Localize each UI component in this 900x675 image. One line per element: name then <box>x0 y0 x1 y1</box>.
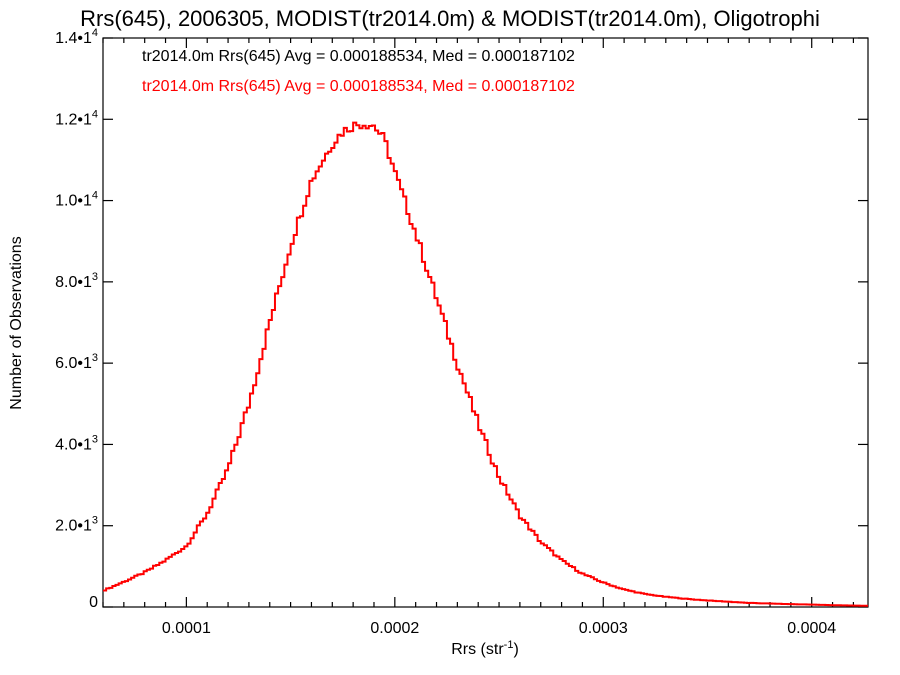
y-tick-label: 1.2•14 <box>55 108 98 128</box>
x-tick-label: 0.0004 <box>787 620 836 637</box>
chart-title: Rrs(645), 2006305, MODIST(tr2014.0m) & M… <box>80 6 820 31</box>
y-tick-label: 6.0•13 <box>55 352 98 372</box>
y-axis: 0 2.0•13 4.0•13 6.0•13 8.0•13 1.0•14 1.2•14 1.4… <box>55 27 868 611</box>
x-tick-label: 0.0002 <box>370 620 419 637</box>
histogram-series-line <box>103 121 868 607</box>
y-tick-label: 1.4•14 <box>55 27 98 47</box>
y-tick-label: 0 <box>89 594 98 611</box>
x-axis: 0.0001 0.0002 0.0003 0.0004 <box>102 38 855 637</box>
stats-annotation-black: tr2014.0m Rrs(645) Avg = 0.000188534, Me… <box>142 48 575 65</box>
y-tick-label: 2.0•13 <box>55 515 98 535</box>
stats-annotation-red: tr2014.0m Rrs(645) Avg = 0.000188534, Me… <box>142 78 575 95</box>
y-axis-label: Number of Observations <box>8 236 25 409</box>
x-tick-label: 0.0001 <box>162 620 211 637</box>
y-tick-label: 4.0•13 <box>55 433 98 453</box>
x-axis-label: Rrs (str-1) <box>451 639 519 658</box>
plot-frame <box>102 37 869 608</box>
y-tick-label: 1.0•14 <box>55 190 98 210</box>
x-tick-label: 0.0003 <box>579 620 628 637</box>
y-tick-label: 8.0•13 <box>55 271 98 291</box>
